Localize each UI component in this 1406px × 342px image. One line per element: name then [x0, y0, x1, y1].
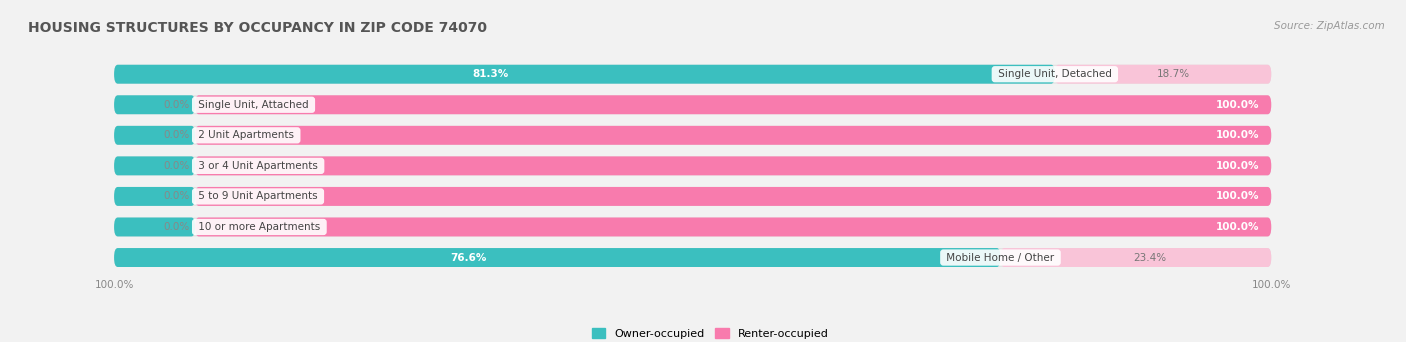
FancyBboxPatch shape [114, 187, 195, 206]
FancyBboxPatch shape [114, 126, 1271, 145]
Text: 100.0%: 100.0% [1216, 100, 1260, 110]
Text: 0.0%: 0.0% [163, 222, 190, 232]
Text: 76.6%: 76.6% [450, 252, 486, 263]
Text: 5 to 9 Unit Apartments: 5 to 9 Unit Apartments [195, 192, 321, 201]
FancyBboxPatch shape [195, 126, 1271, 145]
Text: 0.0%: 0.0% [163, 161, 190, 171]
Text: 100.0%: 100.0% [1216, 222, 1260, 232]
Text: 100.0%: 100.0% [1216, 161, 1260, 171]
Text: 100.0%: 100.0% [1251, 279, 1291, 290]
FancyBboxPatch shape [114, 156, 1271, 175]
Text: 10 or more Apartments: 10 or more Apartments [195, 222, 323, 232]
FancyBboxPatch shape [1054, 65, 1271, 84]
FancyBboxPatch shape [114, 95, 195, 114]
FancyBboxPatch shape [1001, 248, 1271, 267]
FancyBboxPatch shape [114, 65, 1054, 84]
Text: 81.3%: 81.3% [472, 69, 509, 79]
Text: 0.0%: 0.0% [163, 130, 190, 140]
FancyBboxPatch shape [114, 95, 1271, 114]
Text: 0.0%: 0.0% [163, 192, 190, 201]
FancyBboxPatch shape [195, 156, 1271, 175]
Text: 100.0%: 100.0% [1216, 192, 1260, 201]
FancyBboxPatch shape [114, 187, 1271, 206]
Text: 23.4%: 23.4% [1133, 252, 1166, 263]
Text: Source: ZipAtlas.com: Source: ZipAtlas.com [1274, 21, 1385, 30]
Text: 3 or 4 Unit Apartments: 3 or 4 Unit Apartments [195, 161, 321, 171]
FancyBboxPatch shape [114, 218, 1271, 236]
Legend: Owner-occupied, Renter-occupied: Owner-occupied, Renter-occupied [588, 324, 832, 342]
Text: 2 Unit Apartments: 2 Unit Apartments [195, 130, 297, 140]
FancyBboxPatch shape [114, 65, 1271, 84]
Text: Single Unit, Detached: Single Unit, Detached [995, 69, 1115, 79]
FancyBboxPatch shape [195, 187, 1271, 206]
FancyBboxPatch shape [114, 156, 195, 175]
Text: 100.0%: 100.0% [1216, 130, 1260, 140]
FancyBboxPatch shape [114, 126, 195, 145]
Text: 18.7%: 18.7% [1157, 69, 1191, 79]
Text: 0.0%: 0.0% [163, 100, 190, 110]
Text: Mobile Home / Other: Mobile Home / Other [943, 252, 1057, 263]
Text: 100.0%: 100.0% [94, 279, 134, 290]
FancyBboxPatch shape [114, 218, 195, 236]
Text: HOUSING STRUCTURES BY OCCUPANCY IN ZIP CODE 74070: HOUSING STRUCTURES BY OCCUPANCY IN ZIP C… [28, 21, 486, 35]
FancyBboxPatch shape [114, 248, 1271, 267]
FancyBboxPatch shape [114, 248, 1001, 267]
FancyBboxPatch shape [195, 218, 1271, 236]
FancyBboxPatch shape [195, 95, 1271, 114]
Text: Single Unit, Attached: Single Unit, Attached [195, 100, 312, 110]
